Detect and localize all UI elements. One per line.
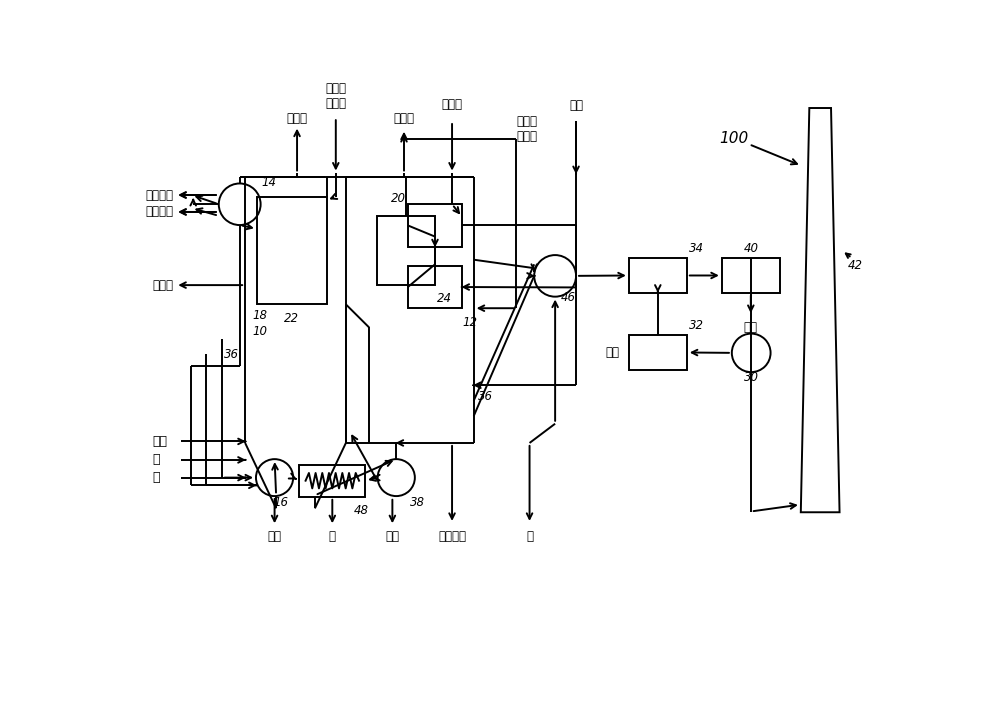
Bar: [299, 465, 365, 497]
Text: 热再热: 热再热: [394, 111, 415, 124]
Text: 排出物: 排出物: [152, 278, 173, 291]
Text: 18: 18: [253, 309, 268, 323]
Text: 空气: 空气: [605, 346, 619, 359]
Text: 34: 34: [689, 243, 704, 256]
Text: 24: 24: [437, 293, 452, 306]
Text: 30: 30: [744, 371, 759, 384]
Text: 12: 12: [462, 316, 477, 328]
Text: 20: 20: [391, 191, 406, 205]
Bar: [629, 335, 687, 370]
Text: 16: 16: [273, 496, 288, 509]
Text: 36: 36: [478, 391, 493, 403]
Text: 36: 36: [224, 348, 239, 361]
Text: 冷再热: 冷再热: [442, 98, 463, 111]
Text: 煤: 煤: [526, 531, 533, 543]
Text: 46: 46: [561, 291, 576, 304]
Text: 100: 100: [719, 131, 748, 146]
Text: 22: 22: [284, 312, 299, 325]
Bar: [257, 196, 326, 304]
Bar: [629, 258, 687, 293]
Text: 40: 40: [743, 243, 758, 256]
Text: 10: 10: [253, 325, 268, 338]
Text: 蒸汽: 蒸汽: [152, 435, 167, 448]
Bar: [722, 258, 780, 293]
Text: 38: 38: [410, 496, 425, 509]
Text: 飞灰: 飞灰: [744, 321, 758, 334]
Text: 给水: 给水: [569, 99, 583, 112]
Text: 再热器
喷雾水: 再热器 喷雾水: [516, 115, 537, 143]
Text: 灰水: 灰水: [385, 531, 399, 543]
Bar: [408, 266, 462, 308]
Text: 灰水: 灰水: [268, 531, 282, 543]
Bar: [377, 216, 435, 285]
Text: 48: 48: [354, 504, 369, 517]
Text: 主蒸汽: 主蒸汽: [287, 111, 308, 124]
Text: 油: 油: [152, 453, 160, 466]
Bar: [408, 204, 462, 246]
Text: 32: 32: [689, 319, 704, 333]
Text: 过热器
喷雾水: 过热器 喷雾水: [325, 82, 346, 111]
Text: 吹灰蒸汽: 吹灰蒸汽: [145, 206, 173, 218]
Text: 气: 气: [152, 471, 160, 484]
Text: 辅助蒸汽: 辅助蒸汽: [145, 188, 173, 201]
Text: 节热器灰: 节热器灰: [438, 531, 466, 543]
Text: 灰: 灰: [329, 531, 336, 543]
Text: 14: 14: [262, 176, 277, 189]
Text: 42: 42: [848, 259, 863, 272]
